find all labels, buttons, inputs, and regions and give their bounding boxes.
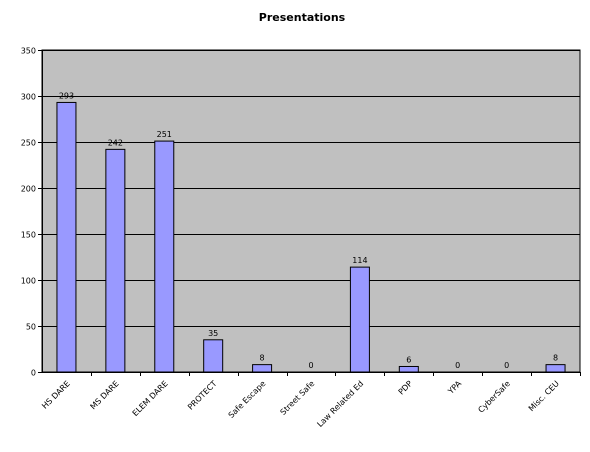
data-label: 0 bbox=[504, 361, 509, 370]
x-category-label: Misc. CEU bbox=[527, 379, 561, 413]
x-axis-category-labels: HS DARE MS DARE ELEM DARE PROTECT Safe Escap… bbox=[40, 379, 561, 429]
x-category-label: Street Safe bbox=[279, 379, 317, 417]
data-label: 6 bbox=[406, 355, 411, 364]
bars bbox=[56, 101, 566, 373]
plot-area bbox=[41, 49, 581, 373]
x-category-label: YPA bbox=[446, 379, 464, 397]
bar-safe-escape bbox=[252, 364, 273, 373]
gridlines bbox=[42, 50, 580, 327]
x-category-label: Safe Escape bbox=[227, 379, 268, 420]
y-tick-label: 350 bbox=[21, 47, 36, 56]
data-label: 0 bbox=[455, 361, 460, 370]
x-category-label: Law Related Ed bbox=[315, 379, 365, 429]
data-label: 8 bbox=[553, 354, 558, 363]
data-label: 114 bbox=[352, 256, 367, 265]
x-category-label: MS DARE bbox=[89, 379, 121, 411]
data-label: 251 bbox=[157, 130, 172, 139]
x-category-label: PDP bbox=[397, 379, 415, 397]
data-labels: 293 242 251 35 8 0 114 6 0 0 8 bbox=[59, 91, 558, 370]
x-category-label: HS DARE bbox=[40, 379, 72, 411]
data-label: 242 bbox=[108, 138, 123, 147]
bar-hs-dare bbox=[56, 101, 77, 373]
bar-misc-ceu bbox=[545, 364, 566, 373]
y-tick-label: 200 bbox=[21, 185, 36, 194]
y-tick-label: 300 bbox=[21, 93, 36, 102]
bar-pdp bbox=[398, 365, 419, 373]
axes bbox=[38, 50, 581, 376]
x-category-label: CyberSafe bbox=[476, 379, 512, 415]
x-category-label: PROTECT bbox=[186, 379, 219, 412]
bar-law-related-ed bbox=[349, 266, 370, 373]
data-label: 8 bbox=[260, 354, 265, 363]
y-axis-tick-labels: 0 50 100 150 200 250 300 350 bbox=[21, 47, 36, 378]
data-label: 35 bbox=[208, 329, 218, 338]
data-label: 293 bbox=[59, 91, 74, 100]
chart-title: Presentations bbox=[259, 11, 346, 24]
y-tick-label: 100 bbox=[21, 277, 36, 286]
y-tick-label: 150 bbox=[21, 231, 36, 240]
bar-protect bbox=[203, 339, 224, 373]
data-label: 0 bbox=[308, 361, 313, 370]
y-tick-label: 50 bbox=[26, 323, 36, 332]
bar-ms-dare bbox=[105, 148, 126, 373]
y-tick-label: 250 bbox=[21, 139, 36, 148]
y-tick-label: 0 bbox=[31, 369, 36, 378]
x-category-label: ELEM DARE bbox=[131, 379, 170, 418]
bar-elem-dare bbox=[154, 140, 175, 373]
